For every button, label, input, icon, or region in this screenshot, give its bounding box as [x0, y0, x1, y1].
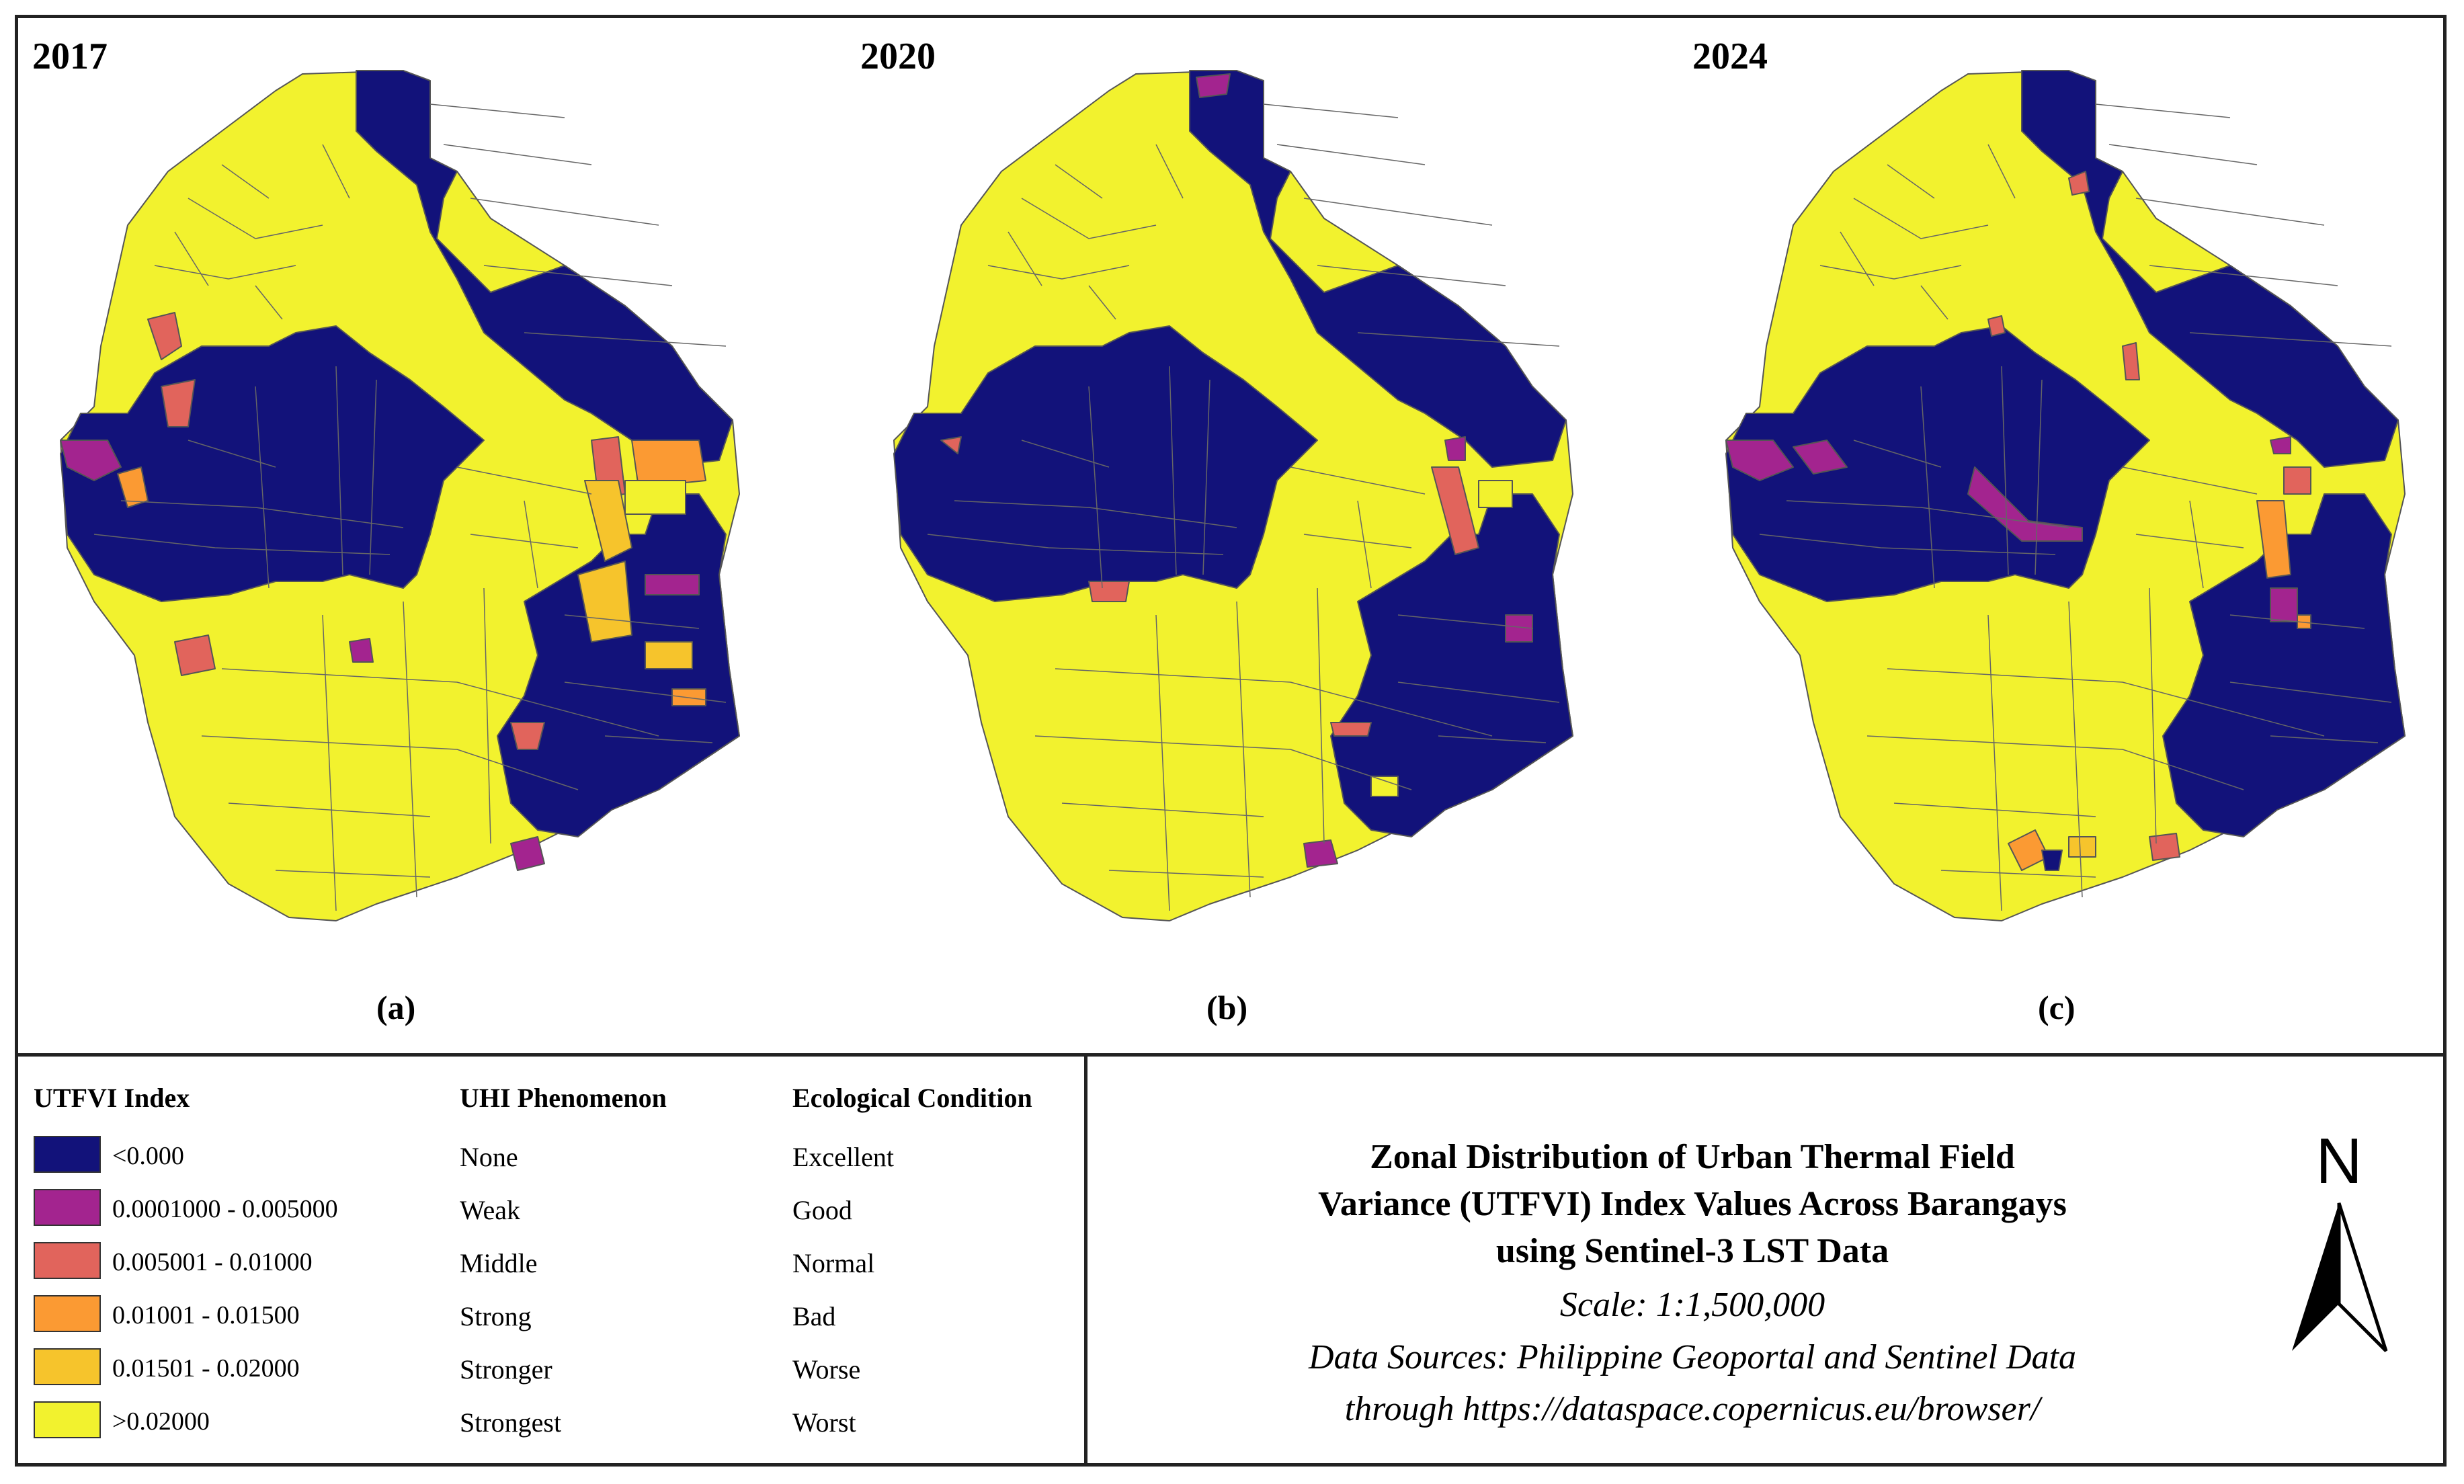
legend-range: 0.01501 - 0.02000	[112, 1354, 300, 1383]
panel-label-b: (b)	[1206, 989, 1248, 1026]
panel-label-c: (c)	[2038, 989, 2076, 1026]
map-title-line-1: Zonal Distribution of Urban Thermal Fiel…	[1370, 1138, 2015, 1176]
legend-range: 0.0001000 - 0.005000	[112, 1195, 338, 1223]
legend-uhi: Strongest	[460, 1407, 562, 1438]
legend-swatch	[34, 1136, 101, 1173]
north-arrow-icon: N	[2292, 1125, 2388, 1352]
legend-uhi: Strong	[460, 1301, 532, 1331]
legend-range: 0.01001 - 0.01500	[112, 1301, 300, 1329]
panel-label-a: (a)	[376, 989, 416, 1026]
legend: UTFVI Index UHI Phenomenon Ecological Co…	[15, 1057, 1084, 1467]
legend-eco: Bad	[792, 1301, 836, 1331]
legend-row: 0.005001 - 0.01000 Middle Normal	[15, 1242, 1084, 1282]
utfvi-map-2017	[60, 70, 740, 921]
figure-frame	[15, 15, 2447, 1467]
legend-uhi: None	[460, 1142, 518, 1172]
legend-swatch	[34, 1295, 101, 1332]
legend-row: 0.0001000 - 0.005000 Weak Good	[15, 1189, 1084, 1229]
legend-uhi: Weak	[460, 1195, 521, 1225]
year-label-2024: 2024	[1692, 36, 1768, 77]
legend-swatch	[34, 1242, 101, 1279]
legend-header-uhi: UHI Phenomenon	[460, 1083, 667, 1113]
legend-row: <0.000 None Excellent	[15, 1136, 1084, 1176]
panel-divider-horizontal	[15, 1053, 2447, 1057]
map-title-box: Zonal Distribution of Urban Thermal Fiel…	[1087, 1057, 2447, 1467]
legend-header-index: UTFVI Index	[34, 1083, 190, 1113]
utfvi-map-2024	[1725, 70, 2406, 921]
legend-uhi: Middle	[460, 1248, 538, 1278]
legend-swatch	[34, 1348, 101, 1385]
north-label: N	[2315, 1125, 2362, 1197]
panel-divider-vertical	[1084, 1053, 1087, 1467]
legend-swatch	[34, 1401, 101, 1438]
data-sources-line-1: Data Sources: Philippine Geoportal and S…	[1309, 1338, 2076, 1376]
legend-eco: Good	[792, 1195, 852, 1225]
legend-eco: Normal	[792, 1248, 875, 1278]
utfvi-map-2020	[893, 70, 1573, 921]
year-label-2017: 2017	[32, 36, 108, 77]
data-sources-line-2: through https://dataspace.copernicus.eu/…	[1344, 1390, 2041, 1428]
legend-swatch	[34, 1189, 101, 1226]
year-label-2020: 2020	[860, 36, 936, 77]
map-title-line-3: using Sentinel-3 LST Data	[1495, 1232, 1889, 1270]
legend-eco: Excellent	[792, 1142, 895, 1172]
legend-eco: Worst	[792, 1407, 856, 1438]
legend-range: >0.02000	[112, 1407, 210, 1436]
legend-row: 0.01501 - 0.02000 Stronger Worse	[15, 1348, 1084, 1389]
map-title-line-2: Variance (UTFVI) Index Values Across Bar…	[1318, 1185, 2067, 1223]
legend-uhi: Stronger	[460, 1354, 552, 1385]
map-scale: Scale: 1:1,500,000	[1559, 1286, 1825, 1324]
legend-range: <0.000	[112, 1142, 184, 1170]
legend-row: >0.02000 Strongest Worst	[15, 1401, 1084, 1442]
legend-row: 0.01001 - 0.01500 Strong Bad	[15, 1295, 1084, 1335]
legend-range: 0.005001 - 0.01000	[112, 1248, 313, 1276]
legend-eco: Worse	[792, 1354, 861, 1385]
legend-header-eco: Ecological Condition	[792, 1083, 1032, 1113]
